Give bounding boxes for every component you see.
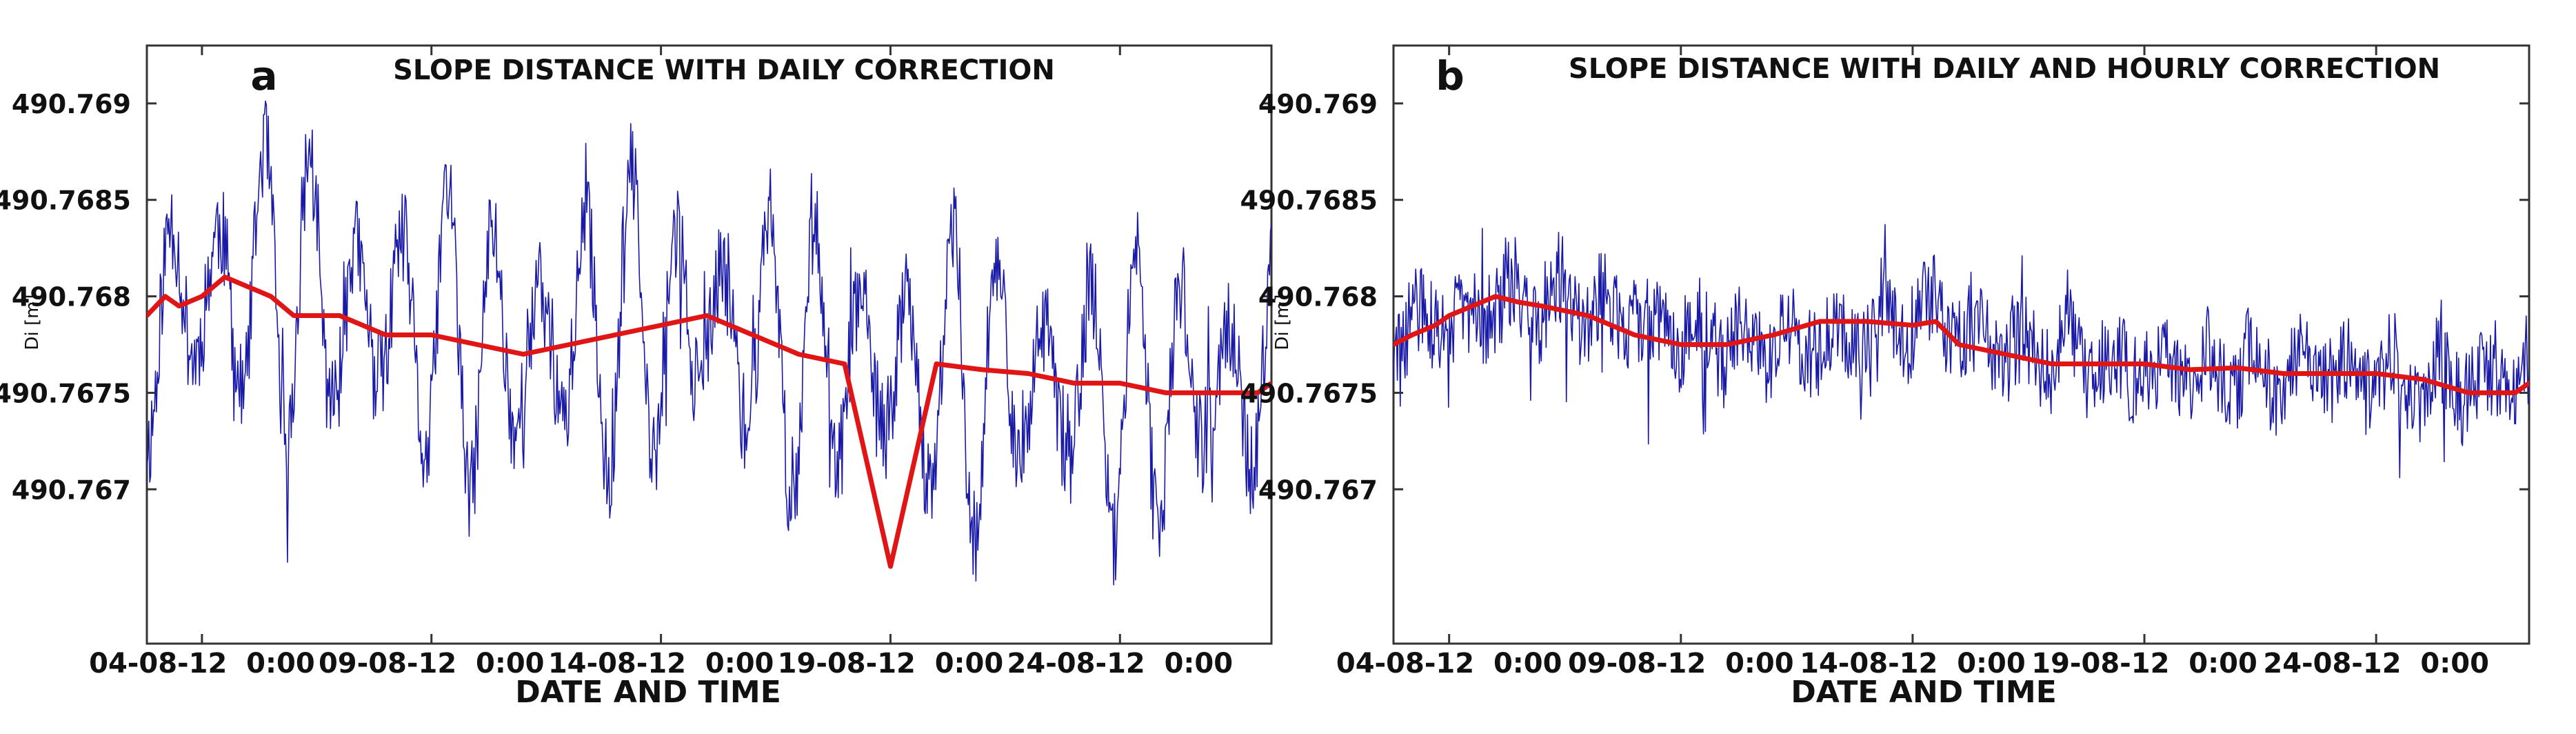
panel-a-x-tick-label: 14-08-12 0:00 <box>548 648 774 680</box>
panel-b-y-ticks: 490.767 490.7675 490.768 490.7685 490.769 <box>1240 89 2529 505</box>
panel-a-y-tick-label: 490.767 <box>12 475 131 505</box>
panel-a-x-ticks: 04-08-12 0:00 09-08-12 0:00 14-08-12 0:00 1… <box>89 46 1233 680</box>
panel-a-label: a <box>250 52 277 99</box>
panel-b-series-layer <box>1393 224 2529 479</box>
panel-b-y-tick-label: 490.769 <box>1258 89 1378 119</box>
panel-b-series-smoothed-trend-line <box>1393 294 2529 395</box>
panel-b-x-tick-label: 14-08-12 0:00 <box>1800 648 2026 680</box>
panel-a-x-tick-label: 09-08-12 0:00 <box>319 648 545 680</box>
panel-a-y-tick-label: 490.768 <box>12 282 131 313</box>
panel-b-x-tick-label: 09-08-12 0:00 <box>1568 648 1794 680</box>
panel-b-x-tick-label: 19-08-12 0:00 <box>2031 648 2257 680</box>
panel-a-y-tick-label: 490.7675 <box>0 378 131 408</box>
panel-a-x-tick-label: 19-08-12 0:00 <box>778 648 1004 680</box>
panel-b-title: SLOPE DISTANCE WITH DAILY AND HOURLY COR… <box>1569 53 2440 85</box>
panel-b: 490.767 490.7675 490.768 490.7685 490.769 04… <box>1240 44 2530 710</box>
panel-a-y-tick-label: 490.769 <box>12 89 131 119</box>
panel-a-series-raw-distance-line <box>147 100 1271 586</box>
panel-b-x-ticks: 04-08-12 0:00 09-08-12 0:00 14-08-12 0:00 1… <box>1336 46 2489 680</box>
panel-a: 490.767 490.7675 490.768 490.7685 490.769 04… <box>0 44 1273 710</box>
panel-a-x-tick-label: 24-08-12 0:00 <box>1007 648 1234 680</box>
panel-b-y-tick-label: 490.768 <box>1258 282 1378 313</box>
panel-a-y-tick-label: 490.7685 <box>0 186 131 216</box>
panel-a-series-layer <box>147 100 1271 586</box>
panel-b-label: b <box>1436 52 1465 99</box>
panel-a-x-axis-label: DATE AND TIME <box>515 675 781 710</box>
panel-a-series-smoothed-trend-line <box>147 275 1271 569</box>
panel-b-x-tick-label: 24-08-12 0:00 <box>2263 648 2489 680</box>
panel-b-x-tick-label: 04-08-12 0:00 <box>1336 648 1562 680</box>
panel-b-y-tick-label: 490.7675 <box>1240 378 1378 408</box>
panel-a-y-ticks: 490.767 490.7675 490.768 490.7685 490.769 <box>0 89 1271 505</box>
panel-b-y-tick-label: 490.7685 <box>1240 186 1378 216</box>
panel-b-y-axis-label: Di [m] <box>1272 294 1293 350</box>
panel-b-series-raw-distance-line <box>1393 224 2529 479</box>
panel-a-title: SLOPE DISTANCE WITH DAILY CORRECTION <box>393 54 1055 86</box>
panel-b-y-tick-label: 490.767 <box>1258 475 1378 505</box>
panel-b-x-axis-label: DATE AND TIME <box>1791 675 2057 710</box>
panel-a-y-axis-label: Di [m] <box>22 294 43 350</box>
panel-a-x-tick-label: 04-08-12 0:00 <box>89 648 315 680</box>
